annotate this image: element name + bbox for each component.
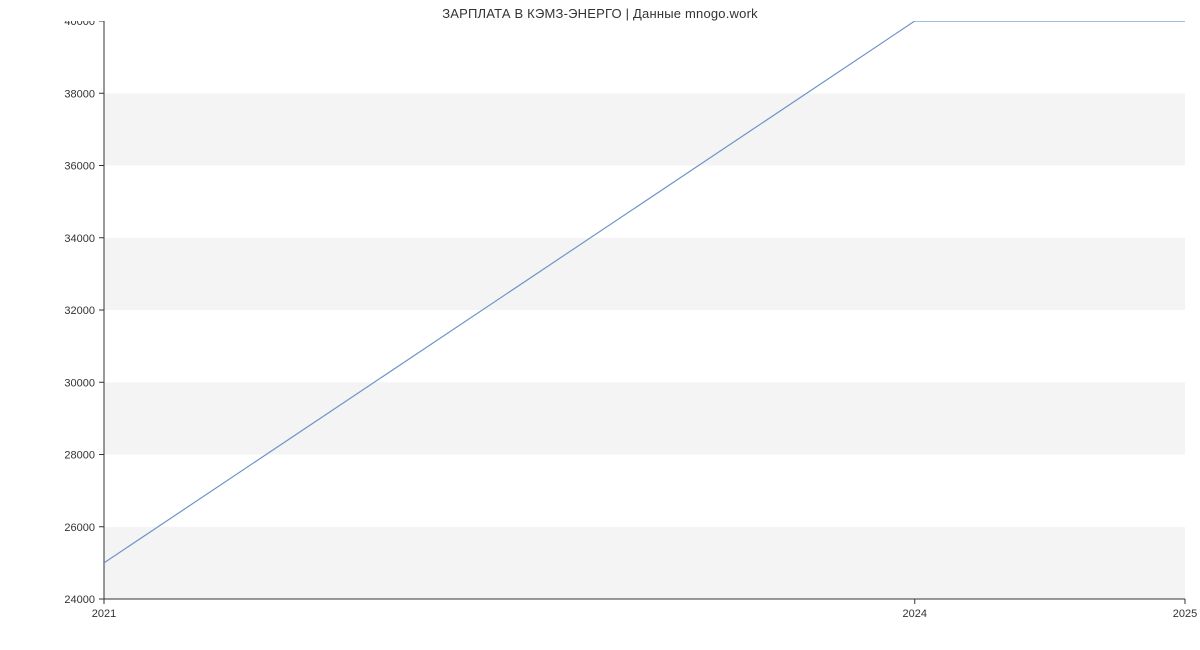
y-tick-label: 36000 [64, 161, 95, 173]
chart-svg: 24000 26000 28000 30000 32000 34000 36000 38000… [0, 21, 1200, 639]
y-tick-label: 26000 [64, 522, 95, 534]
chart-title: ЗАРПЛАТА В КЭМЗ-ЭНЕРГО | Данные mnogo.wo… [0, 0, 1200, 21]
salary-line-chart: ЗАРПЛАТА В КЭМЗ-ЭНЕРГО | Данные mnogo.wo… [0, 0, 1200, 650]
grid-band [104, 238, 1185, 310]
y-tick-label: 30000 [64, 377, 95, 389]
grid-band [104, 310, 1185, 382]
x-tick-label: 2025 [1173, 608, 1197, 620]
y-tick-label: 28000 [64, 450, 95, 462]
grid-band [104, 93, 1185, 165]
grid-band [104, 527, 1185, 599]
grid-band [104, 21, 1185, 93]
y-tick-label: 32000 [64, 305, 95, 317]
x-tick-label: 2024 [903, 608, 927, 620]
grid-band [104, 455, 1185, 527]
y-tick-label: 40000 [64, 21, 95, 28]
y-tick-label: 34000 [64, 233, 95, 245]
y-tick-label: 38000 [64, 88, 95, 100]
x-tick-label: 2021 [92, 608, 116, 620]
y-tick-label: 24000 [64, 594, 95, 606]
grid-band [104, 382, 1185, 454]
